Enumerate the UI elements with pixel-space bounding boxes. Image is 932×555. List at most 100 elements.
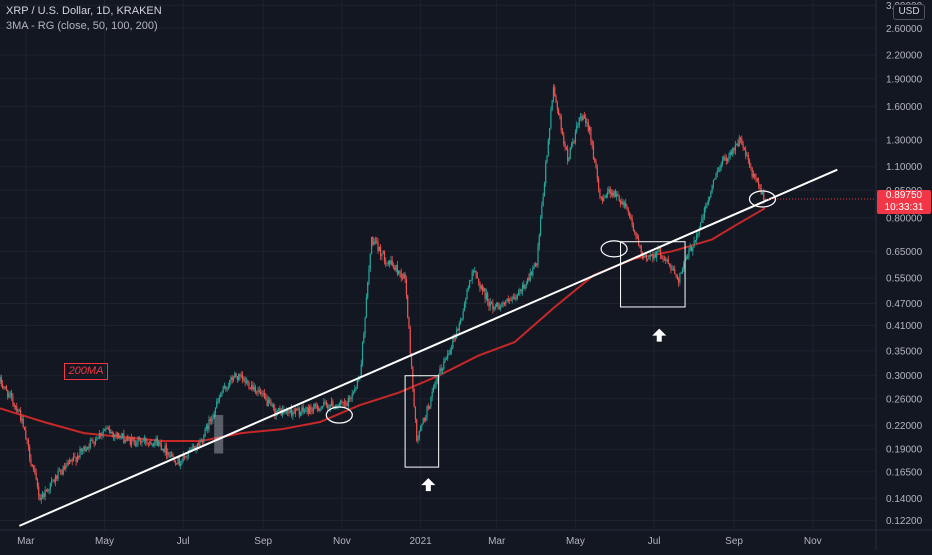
- candle-body: [459, 320, 462, 324]
- candle-body: [241, 375, 244, 380]
- candle-body: [569, 147, 571, 159]
- candle-body: [138, 436, 140, 439]
- candle-body: [377, 242, 379, 251]
- candle-body: [756, 178, 758, 182]
- candle-body: [63, 466, 66, 469]
- y-tick-label: 0.30000: [886, 371, 923, 382]
- candles-layer: [0, 83, 766, 504]
- candle-body: [270, 401, 272, 406]
- candle-body: [506, 298, 508, 302]
- candle-body: [154, 441, 156, 446]
- candle-body: [183, 455, 186, 457]
- candle-body: [102, 430, 104, 434]
- candle-body: [627, 209, 629, 213]
- candle-body: [235, 373, 237, 377]
- candle-body: [471, 271, 473, 280]
- candle-body: [413, 388, 415, 407]
- candle-body: [205, 425, 208, 429]
- candle-body: [698, 229, 700, 233]
- candle-body: [0, 377, 2, 385]
- candle-body: [607, 191, 609, 195]
- candle-body: [240, 375, 242, 377]
- y-tick-label: 0.16500: [886, 467, 923, 478]
- candle-body: [159, 442, 161, 444]
- candle-body: [747, 154, 749, 161]
- candle-body: [426, 406, 428, 418]
- candle-body: [297, 408, 299, 411]
- candle-body: [554, 87, 556, 96]
- candle-body: [493, 307, 495, 310]
- annotation-box: [620, 241, 686, 308]
- candle-body: [257, 390, 259, 392]
- candle-body: [198, 443, 200, 446]
- candle-body: [472, 271, 475, 273]
- candle-body: [342, 401, 344, 403]
- candle-body: [58, 470, 60, 472]
- candle-body: [453, 337, 455, 339]
- candle-body: [290, 408, 293, 416]
- candle-body: [573, 142, 575, 143]
- candle-body: [604, 197, 606, 199]
- up-arrow-icon: [421, 478, 436, 492]
- candle-body: [355, 386, 357, 389]
- candle-body: [640, 246, 642, 253]
- candle-body: [742, 144, 744, 149]
- candle-body: [310, 406, 312, 411]
- candle-body: [572, 142, 574, 144]
- candle-body: [568, 158, 570, 161]
- y-tick-label: 0.80000: [886, 213, 923, 224]
- candle-body: [434, 384, 436, 388]
- candle-body: [548, 127, 551, 141]
- candle-body: [435, 380, 437, 385]
- candle-body: [381, 253, 383, 257]
- x-tick-label: Sep: [725, 536, 743, 547]
- candle-body: [449, 350, 451, 354]
- indicator-title: 3MA - RG (close, 50, 100, 200): [6, 20, 158, 32]
- candle-body: [212, 417, 214, 420]
- candle-body: [751, 167, 753, 177]
- candle-body: [666, 259, 668, 261]
- candle-body: [80, 448, 82, 452]
- candle-body: [605, 194, 607, 198]
- candle-body: [418, 431, 420, 439]
- candle-body: [330, 401, 333, 406]
- candle-body: [619, 200, 622, 205]
- candle-body: [12, 396, 14, 404]
- candle-body: [467, 287, 469, 290]
- candle-body: [476, 275, 478, 279]
- candle-body: [399, 270, 401, 273]
- candle-body: [25, 430, 27, 440]
- candle-body: [539, 219, 542, 236]
- candle-body: [225, 386, 227, 389]
- candle-body: [278, 407, 280, 412]
- candle-body: [365, 297, 367, 318]
- currency-badge[interactable]: USD: [893, 4, 925, 20]
- candle-body: [750, 166, 752, 168]
- candle-body: [577, 124, 579, 126]
- candle-body: [733, 148, 735, 151]
- candle-body: [394, 267, 396, 270]
- candle-body: [266, 398, 268, 406]
- candle-body: [180, 464, 182, 466]
- candle-body: [555, 95, 557, 103]
- candle-body: [252, 385, 254, 390]
- candle-body: [478, 278, 480, 282]
- candle-body: [527, 277, 529, 284]
- candle-body: [546, 155, 548, 163]
- candle-body: [8, 394, 10, 398]
- candle-body: [443, 361, 445, 370]
- y-tick-label: 1.10000: [886, 162, 923, 173]
- candle-body: [292, 412, 294, 416]
- candle-body: [444, 358, 446, 362]
- candle-body: [49, 483, 51, 490]
- candle-body: [563, 135, 565, 145]
- candle-body: [328, 407, 330, 409]
- candle-body: [475, 271, 477, 276]
- candle-body: [523, 284, 525, 289]
- candle-body: [338, 403, 340, 407]
- candle-body: [537, 246, 539, 266]
- candle-body: [97, 438, 99, 440]
- candle-body: [659, 247, 662, 256]
